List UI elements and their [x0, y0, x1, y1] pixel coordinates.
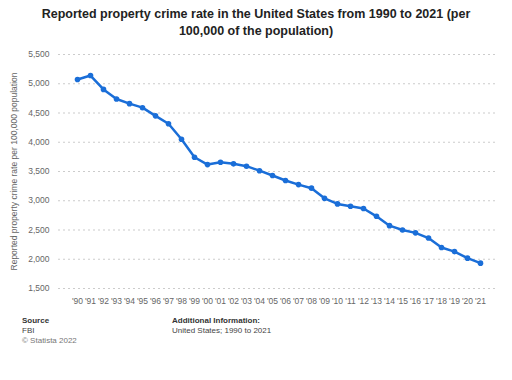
svg-text:'08: '08	[306, 296, 317, 306]
svg-text:'99: '99	[189, 296, 200, 306]
html-text:Source: Source	[22, 316, 50, 325]
svg-text:'96: '96	[150, 296, 161, 306]
svg-text:'02: '02	[228, 296, 239, 306]
html-text:Reported property crime rate i: Reported property crime rate in the Unit…	[41, 7, 471, 38]
svg-text:'95: '95	[137, 296, 148, 306]
svg-text:2,000: 2,000	[28, 254, 50, 264]
svg-text:'01: '01	[215, 296, 226, 306]
svg-text:3,500: 3,500	[28, 166, 50, 176]
svg-text:'19: '19	[449, 296, 460, 306]
svg-text:'91: '91	[85, 296, 96, 306]
svg-text:5,000: 5,000	[28, 78, 50, 88]
svg-text:'14: '14	[384, 296, 395, 306]
svg-text:'92: '92	[98, 296, 109, 306]
svg-text:5,500: 5,500	[28, 49, 50, 59]
svg-text:3,000: 3,000	[28, 195, 50, 205]
html-text:Additional Information:: Additional Information:	[172, 316, 260, 325]
svg-text:'03: '03	[241, 296, 252, 306]
svg-text:'93: '93	[111, 296, 122, 306]
svg-text:'11: '11	[345, 296, 356, 306]
svg-text:'05: '05	[267, 296, 278, 306]
svg-text:'15: '15	[397, 296, 408, 306]
svg-text:'06: '06	[280, 296, 291, 306]
svg-text:'94: '94	[124, 296, 135, 306]
svg-text:'98: '98	[176, 296, 187, 306]
html-text:© Statista 2022: © Statista 2022	[22, 336, 77, 345]
svg-text:'00: '00	[202, 296, 213, 306]
svg-text:'12: '12	[358, 296, 369, 306]
html-text:FBI: FBI	[22, 326, 35, 335]
svg-text:'20: '20	[462, 296, 473, 306]
svg-text:'10: '10	[332, 296, 343, 306]
svg-text:'90: '90	[72, 296, 83, 306]
html-text:United States; 1990 to 2021: United States; 1990 to 2021	[172, 326, 272, 335]
svg-text:'09: '09	[319, 296, 330, 306]
svg-text:4,500: 4,500	[28, 108, 50, 118]
svg-text:'17: '17	[423, 296, 434, 306]
svg-text:Reported property crime rate p: Reported property crime rate per 100,000…	[9, 72, 19, 270]
svg-text:2,500: 2,500	[28, 225, 50, 235]
svg-text:'18: '18	[436, 296, 447, 306]
svg-text:1,500: 1,500	[28, 283, 50, 293]
svg-text:'21: '21	[475, 296, 486, 306]
svg-text:'13: '13	[371, 296, 382, 306]
svg-text:'04: '04	[254, 296, 265, 306]
svg-text:4,000: 4,000	[28, 137, 50, 147]
svg-text:'97: '97	[163, 296, 174, 306]
svg-text:'16: '16	[410, 296, 421, 306]
svg-text:'07: '07	[293, 296, 304, 306]
